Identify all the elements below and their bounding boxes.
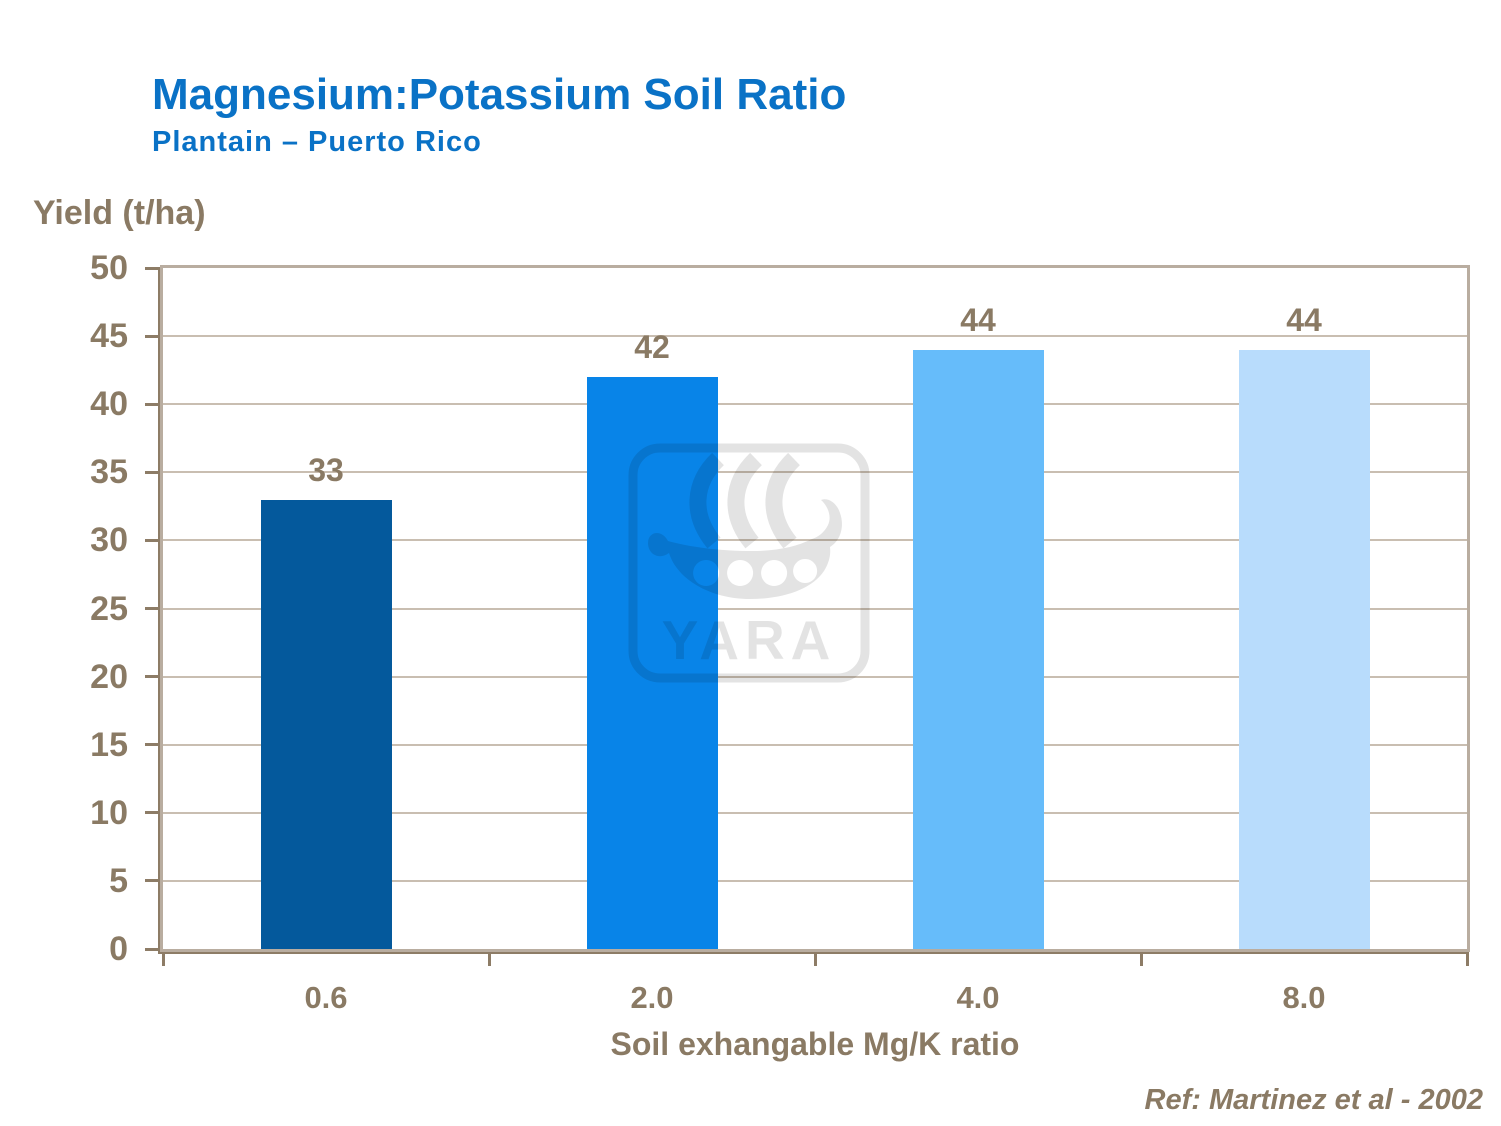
gridline <box>163 403 1467 406</box>
bar-value-label: 44 <box>1286 301 1322 338</box>
y-axis-tick <box>145 402 160 406</box>
y-tick-label: 35 <box>90 453 128 492</box>
y-axis-tick <box>145 607 160 610</box>
x-axis-tick <box>487 952 491 966</box>
x-category-label: 2.0 <box>630 980 674 1015</box>
bar-value-label: 44 <box>960 301 996 338</box>
bar-value-label: 42 <box>634 328 670 365</box>
bar-8.0 <box>1238 349 1370 949</box>
y-axis-tick <box>145 538 160 542</box>
x-category-label: 0.6 <box>304 980 348 1015</box>
y-tick-label: 20 <box>90 657 128 696</box>
y-tick-label: 50 <box>90 249 128 287</box>
gridline <box>163 743 1467 746</box>
y-tick-label: 45 <box>90 317 128 356</box>
bar-0.6 <box>260 499 392 949</box>
y-tick-label: 0 <box>109 930 128 968</box>
x-axis-tick <box>161 952 165 966</box>
y-tick-label: 30 <box>90 521 128 560</box>
y-axis-tick <box>145 266 160 270</box>
y-axis-tick <box>145 743 160 747</box>
reference-citation: Ref: Martinez et al - 2002 <box>1144 1084 1483 1116</box>
gridline <box>163 471 1467 474</box>
bar-2.0 <box>586 376 718 949</box>
x-category-label: 4.0 <box>956 980 1000 1015</box>
y-tick-label: 5 <box>109 861 128 900</box>
x-axis-tick <box>1465 952 1469 966</box>
y-tick-label: 40 <box>90 385 128 424</box>
bar-4.0 <box>912 349 1044 949</box>
y-tick-label: 15 <box>90 725 128 764</box>
gridline <box>163 607 1467 610</box>
x-axis-tick <box>1139 952 1143 966</box>
gridline <box>163 335 1467 338</box>
y-axis-tick <box>145 811 160 815</box>
y-tick-label: 25 <box>90 589 128 628</box>
bar-value-label: 33 <box>308 451 344 488</box>
gridline <box>163 879 1467 882</box>
plot-area: YARA 0 5 10 15 20 25 30 35 40 45 50 33 0.6 42 2.0 44 4.0… <box>90 250 1470 1015</box>
gridline <box>163 675 1467 678</box>
y-axis-tick <box>145 675 160 679</box>
y-tick-label: 10 <box>90 793 128 832</box>
x-category-label: 8.0 <box>1282 980 1326 1015</box>
x-axis-tick <box>813 952 817 966</box>
y-axis-tick <box>145 334 160 338</box>
gridline <box>163 539 1467 542</box>
x-axis-title: Soil exhangable Mg/K ratio <box>610 1026 1020 1062</box>
y-axis-tick <box>145 470 160 474</box>
y-axis-tick <box>145 879 160 883</box>
y-axis-tick <box>145 947 160 951</box>
y-axis-title: Yield (t/ha) <box>33 194 206 232</box>
chart-subtitle: Plantain – Puerto Rico <box>152 126 482 158</box>
gridline <box>163 811 1467 814</box>
chart-title: Magnesium:Potassium Soil Ratio <box>152 70 847 119</box>
